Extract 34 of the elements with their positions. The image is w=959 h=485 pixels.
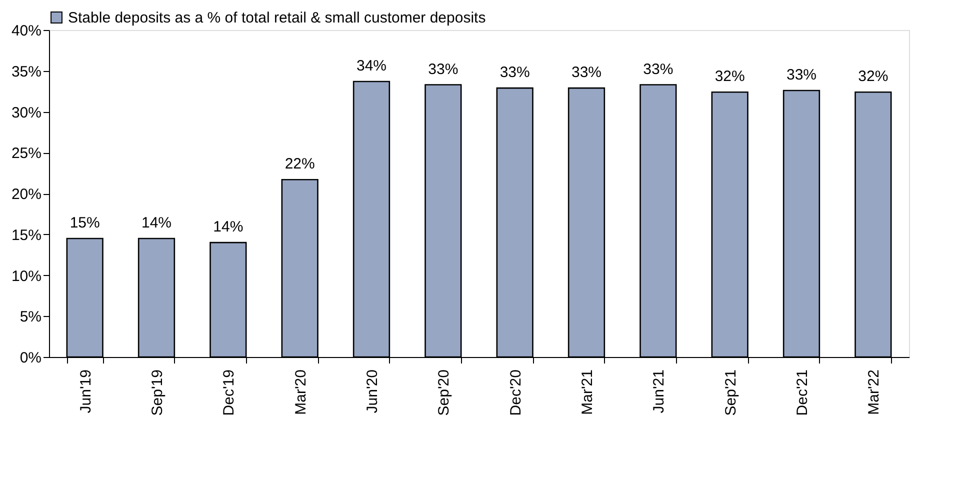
data-label: 33% — [786, 66, 817, 84]
data-label: 14% — [141, 214, 172, 232]
data-label: 33% — [428, 60, 458, 78]
data-label: 34% — [356, 58, 387, 75]
y-tick-label: 15% — [11, 226, 42, 244]
y-tick-label: 10% — [11, 268, 42, 285]
data-label: 33% — [500, 64, 530, 82]
y-tick-label: 40% — [11, 22, 42, 40]
x-tick-label: Jun'20 — [364, 370, 381, 414]
x-tick-label: Mar'22 — [866, 370, 883, 415]
x-tick-label: Jun'19 — [77, 370, 94, 414]
data-label: 32% — [858, 68, 888, 86]
x-tick-label: Dec'19 — [220, 370, 238, 416]
data-label: 33% — [571, 64, 602, 82]
x-tick-label: Mar'20 — [292, 370, 310, 415]
x-tick-label: Sep'20 — [436, 370, 453, 416]
y-tick-label: 5% — [20, 308, 42, 326]
y-tick-label: 20% — [11, 186, 42, 203]
x-tick-label: Dec'20 — [507, 370, 524, 416]
y-tick-label: 0% — [20, 350, 42, 366]
x-tick-label: Sep'19 — [149, 370, 166, 416]
data-label: 32% — [714, 68, 745, 86]
data-label: 15% — [70, 214, 100, 232]
x-tick-label: Sep'21 — [722, 370, 740, 416]
x-tick-label: Dec'21 — [794, 370, 811, 416]
y-tick-label: 30% — [11, 104, 42, 122]
legend-label: Stable deposits as a % of total retail & small customer deposits — [68, 10, 486, 26]
x-tick-label: Jun'21 — [650, 370, 668, 414]
y-tick-label: 25% — [11, 145, 42, 162]
data-label: 22% — [284, 156, 315, 173]
data-label: 14% — [213, 218, 244, 236]
data-label: 33% — [643, 60, 674, 78]
x-tick-label: Mar'21 — [579, 370, 596, 415]
y-tick-label: 35% — [11, 63, 42, 80]
